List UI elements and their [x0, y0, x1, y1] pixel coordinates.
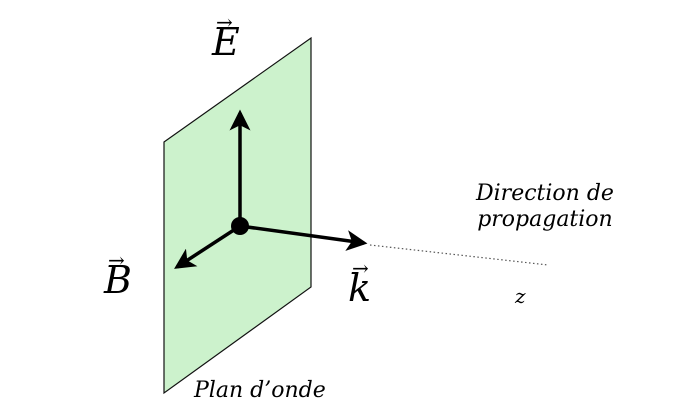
z-axis-label: z [515, 284, 526, 308]
wave-plane [163, 36, 312, 395]
e-letter: E [212, 20, 240, 64]
direction-label-line1: Direction de [476, 181, 614, 206]
k-letter: k [348, 266, 372, 310]
wave-plane-label: Plan d’onde [194, 378, 326, 403]
b-vector-arrow-symbol: → [108, 248, 125, 272]
direction-label: Direction de propagation [476, 181, 614, 233]
b-vector-label: → B [104, 250, 132, 302]
e-vector-arrow-symbol: → [216, 10, 233, 34]
propagation-dotted-line [369, 244, 549, 266]
direction-label-line2: propagation [477, 207, 613, 232]
e-vector-label: → E [212, 12, 240, 64]
b-vector-arrow [174, 224, 241, 269]
k-vector-arrow-symbol: → [352, 256, 369, 280]
k-vector-arrow [239, 224, 368, 252]
b-letter: B [104, 258, 132, 302]
origin-point [231, 217, 249, 235]
k-vector-label: → k [348, 258, 372, 310]
